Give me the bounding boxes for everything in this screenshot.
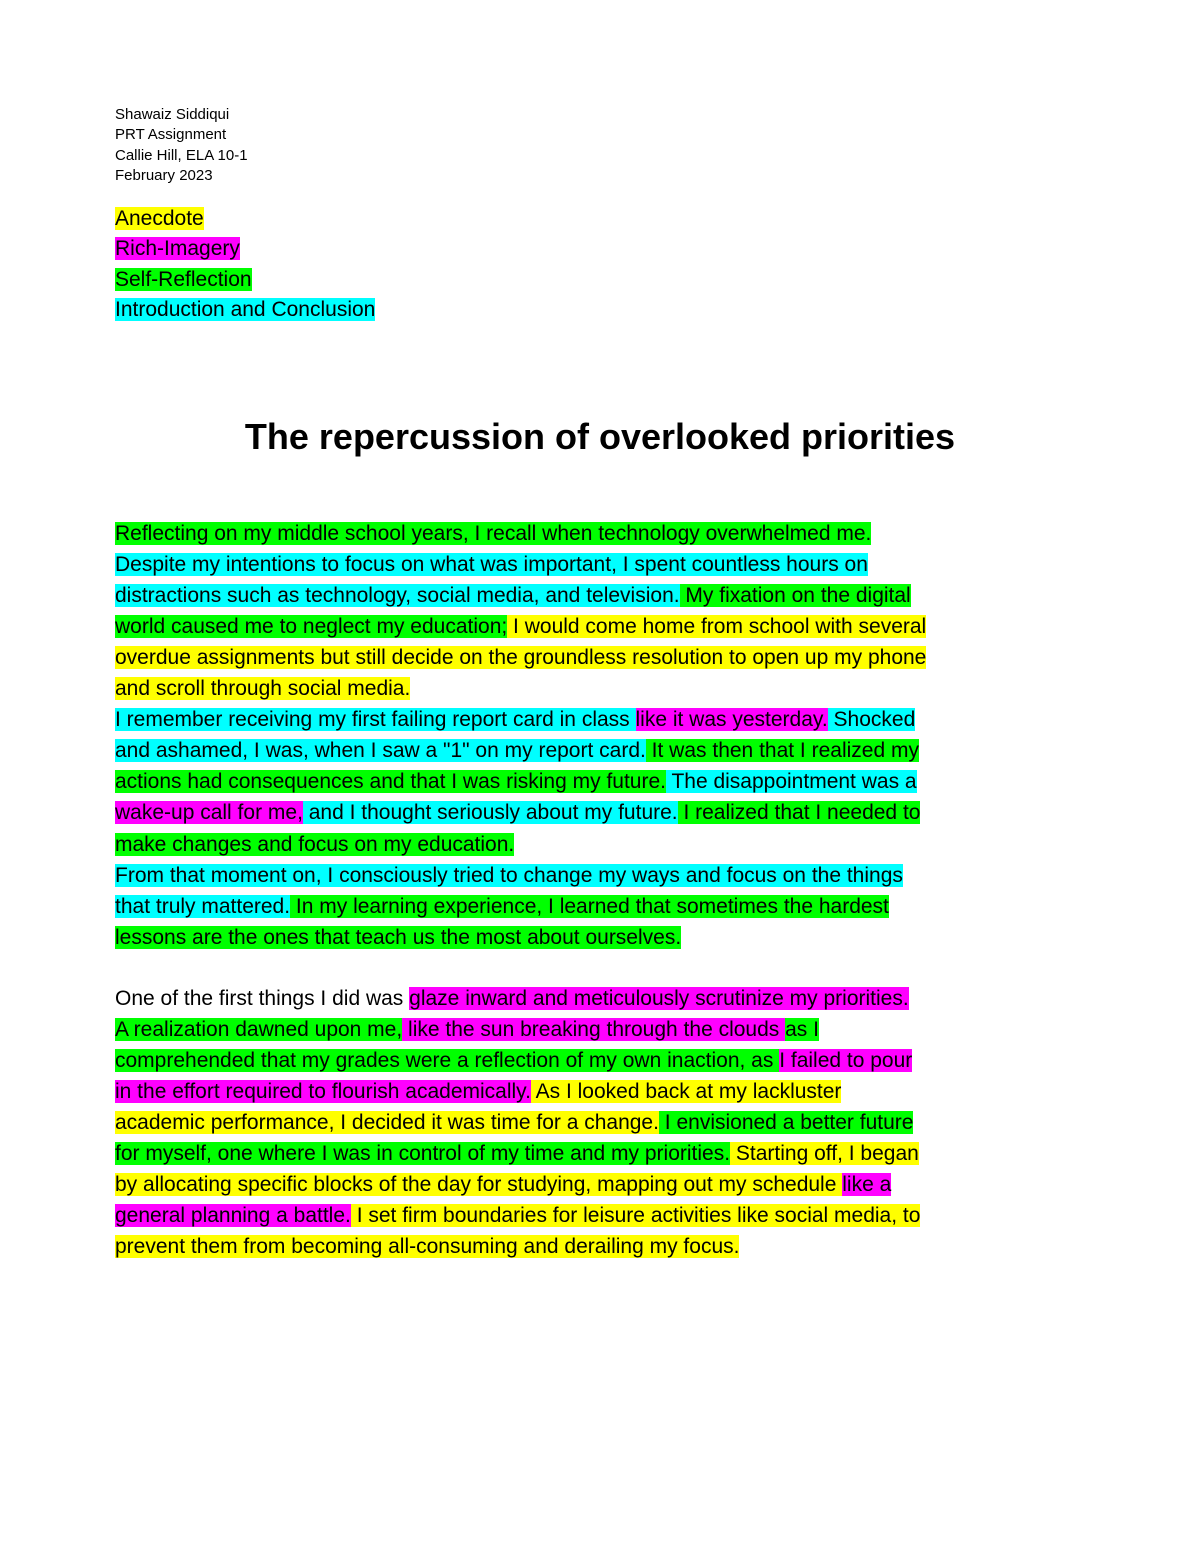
text-run: I would come home from school with sever… xyxy=(507,615,926,638)
teacher-class: Callie Hill, ELA 10-1 xyxy=(115,146,1085,166)
text-run: world caused me to neglect my education; xyxy=(115,615,507,638)
author-name: Shawaiz Siddiqui xyxy=(115,105,1085,125)
text-run: in the effort required to flourish acade… xyxy=(115,1080,531,1103)
text-run: I envisioned a better future xyxy=(659,1111,914,1134)
legend-anecdote: Anecdote xyxy=(115,207,204,230)
text-run: The disappointment was a xyxy=(666,770,917,793)
text-run: It was then that I realized my xyxy=(646,739,919,762)
text-run: Reflecting on my middle school years, I … xyxy=(115,522,871,545)
assignment-name: PRT Assignment xyxy=(115,125,1085,145)
text-run: I remember receiving my first failing re… xyxy=(115,708,636,731)
text-run: I set firm boundaries for leisure activi… xyxy=(351,1204,921,1227)
text-run: overdue assignments but still decide on … xyxy=(115,646,926,669)
legend-self-reflection: Self-Reflection xyxy=(115,268,252,291)
text-run: actions had consequences and that I was … xyxy=(115,770,666,793)
text-run: and ashamed, I was, when I saw a "1" on … xyxy=(115,739,646,762)
text-run: As I looked back at my lackluster xyxy=(531,1080,841,1103)
text-run: and scroll through social media. xyxy=(115,677,410,700)
text-run: as I xyxy=(785,1018,819,1041)
text-run: for myself, one where I was in control o… xyxy=(115,1142,730,1165)
legend-intro-conclusion: Introduction and Conclusion xyxy=(115,298,375,321)
text-run: One of the first things I did was xyxy=(115,987,409,1010)
text-run: glaze inward and meticulously scrutinize… xyxy=(409,987,909,1010)
document-header: Shawaiz Siddiqui PRT Assignment Callie H… xyxy=(115,105,1085,186)
text-run: and I thought seriously about my future. xyxy=(303,801,678,824)
text-run: by allocating specific blocks of the day… xyxy=(115,1173,842,1196)
text-run: Despite my intentions to focus on what w… xyxy=(115,553,868,576)
highlight-legend: Anecdote Rich-Imagery Self-Reflection In… xyxy=(115,204,1085,326)
text-run: wake-up call for me, xyxy=(115,801,303,824)
document-body: Reflecting on my middle school years, I … xyxy=(115,518,1085,1263)
document-title: The repercussion of overlooked prioritie… xyxy=(115,416,1085,458)
text-run: I failed to pour xyxy=(779,1049,912,1072)
text-run: comprehended that my grades were a refle… xyxy=(115,1049,779,1072)
text-run: I realized that I needed to xyxy=(678,801,921,824)
text-run: Shocked xyxy=(828,708,916,731)
text-run: lessons are the ones that teach us the m… xyxy=(115,926,681,949)
text-run: make changes and focus on my education. xyxy=(115,833,514,856)
text-run: distractions such as technology, social … xyxy=(115,584,680,607)
legend-rich-imagery: Rich-Imagery xyxy=(115,237,240,260)
text-run: like it was yesterday. xyxy=(636,708,828,731)
text-run: academic performance, I decided it was t… xyxy=(115,1111,659,1134)
text-run: that truly mattered. xyxy=(115,895,290,918)
text-run: From that moment on, I consciously tried… xyxy=(115,864,903,887)
text-run: general planning a battle. xyxy=(115,1204,351,1227)
text-run: Starting off, I began xyxy=(730,1142,919,1165)
text-run: like the sun breaking through the clouds xyxy=(402,1018,785,1041)
document-date: February 2023 xyxy=(115,166,1085,186)
text-run: My fixation on the digital xyxy=(680,584,911,607)
text-run: A realization dawned upon me, xyxy=(115,1018,402,1041)
text-run: like a xyxy=(842,1173,891,1196)
text-run: In my learning experience, I learned tha… xyxy=(290,895,889,918)
text-run: prevent them from becoming all-consuming… xyxy=(115,1235,739,1258)
